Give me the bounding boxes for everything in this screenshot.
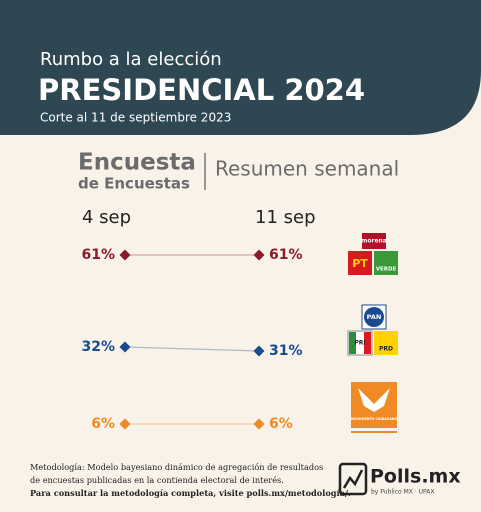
logo-text: PT [352,257,368,270]
cutoff: Corte al 11 de septiembre 2023 [40,111,231,125]
column-label: 11 sep [255,207,316,228]
value-label: 61% [81,247,115,263]
logo-text: PRD [379,346,393,353]
logo-box [374,331,398,355]
logo-box [362,233,386,249]
title: PRESIDENCIAL 2024 [38,73,365,107]
chart-title: de Encuestas [78,175,190,193]
point [253,249,265,261]
logo-stripe [364,332,371,354]
logo-text: PAN [367,313,382,321]
methodology: Para consultar la metodología completa, … [30,488,351,498]
logo-stripe [349,332,356,354]
logo-eagle [358,388,390,412]
chart-title: Encuesta [78,150,196,176]
value-label: 61% [269,247,303,263]
brand-icon [338,462,368,496]
point [253,418,265,430]
header-band [0,0,481,135]
value-label: 6% [91,416,115,432]
value-label: 6% [269,416,293,432]
brand-sub: by Publico MX · UPAX [371,489,434,496]
party-logo: MOVIMIENTO CIUDADANO [351,382,398,433]
connector [124,346,260,352]
logo-text: MOVIMIENTO CIUDADANO [351,417,398,421]
brand: Polls.mx [370,466,461,488]
logo-box [348,251,372,275]
point [253,345,265,357]
party-logo: morena PT VERDE [348,233,398,275]
methodology: de encuestas publicadas en la contienda … [30,475,284,485]
logo-circle [364,307,384,327]
value-label: 32% [81,339,115,355]
point [119,341,131,353]
point [119,249,131,261]
logo-text: PRI [354,340,365,347]
party-logo: PAN PRI PRD [347,304,398,356]
point [119,418,131,430]
chart-subtitle: Resumen semanal [215,157,399,181]
logo-text: VERDE [376,267,397,273]
kicker: Rumbo a la elección [40,49,222,70]
logo-text: morena [361,238,387,245]
value-label: 31% [269,343,303,359]
logo-box [374,251,398,275]
column-label: 4 sep [82,207,131,228]
methodology: Metodología: Modelo bayesiano dinámico d… [30,462,323,472]
